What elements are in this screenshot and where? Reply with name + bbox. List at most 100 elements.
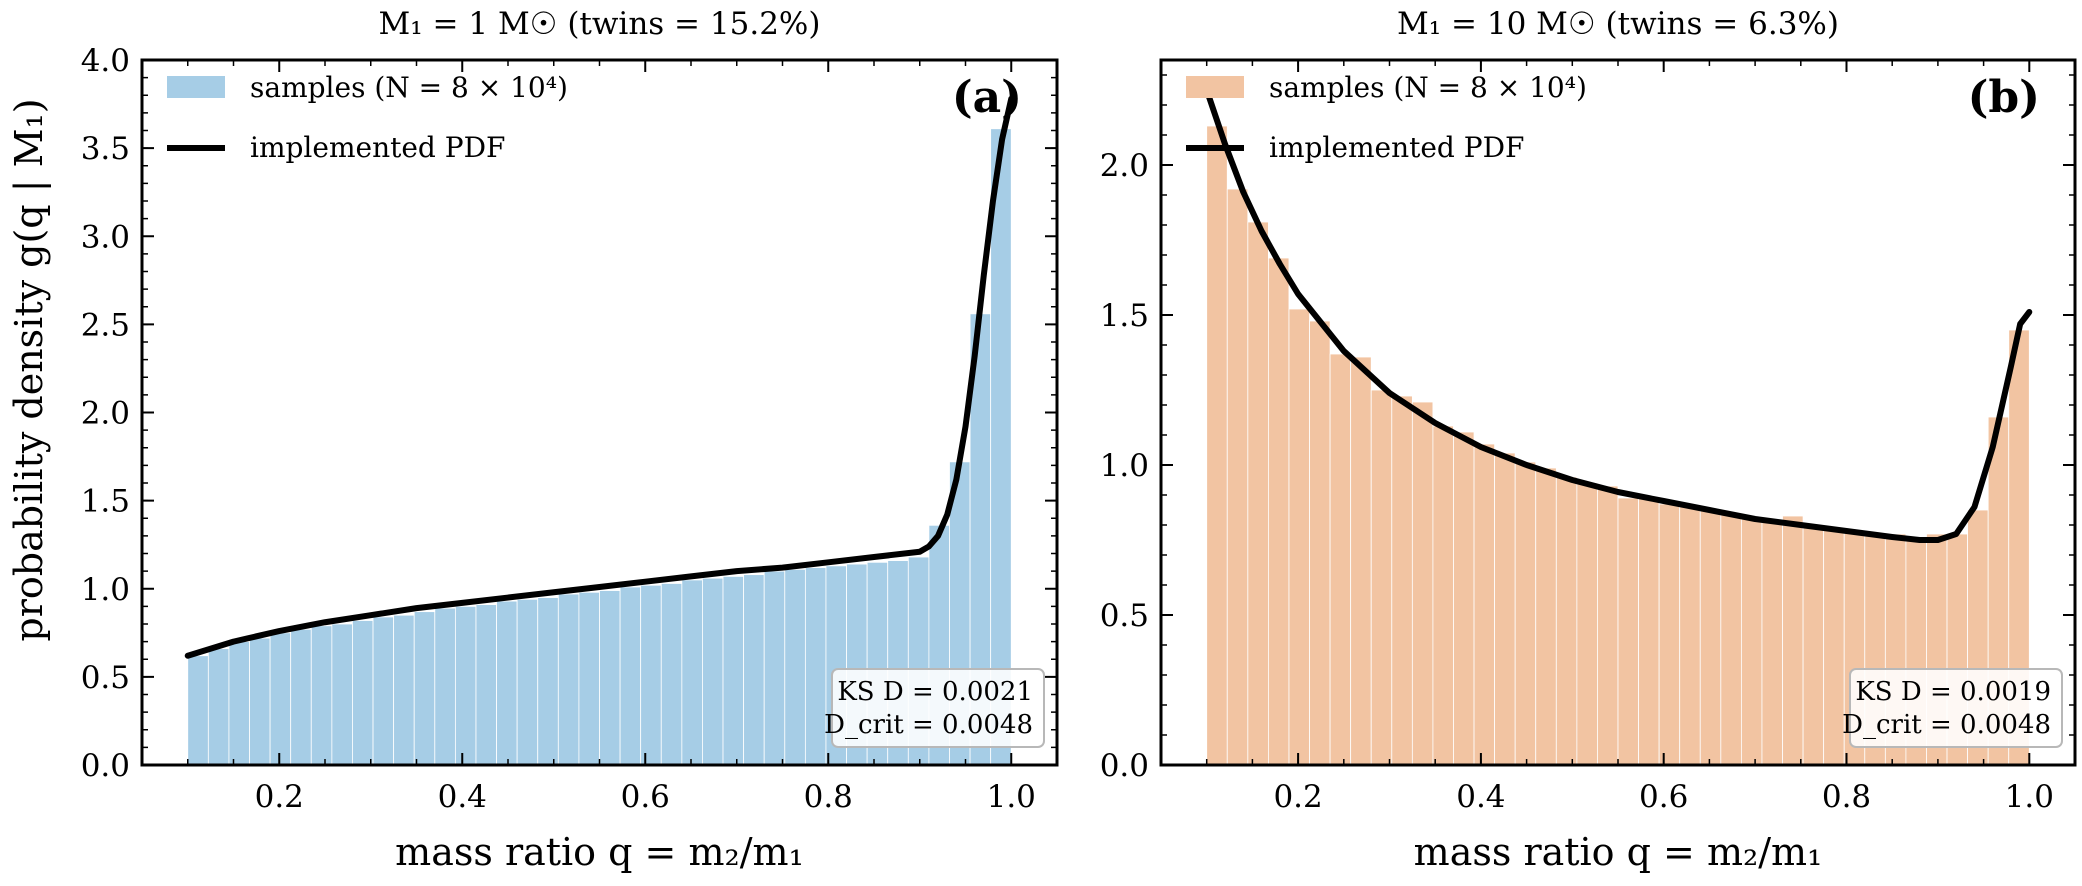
histogram-bar xyxy=(207,648,230,766)
x-tick-label: 0.4 xyxy=(438,779,487,815)
histogram-bar xyxy=(1658,503,1681,766)
histogram-bar xyxy=(1802,524,1825,766)
ks-statistic: KS D = 0.0019 xyxy=(1855,677,2051,707)
histogram-bar xyxy=(1226,188,1249,766)
y-tick-label: 0.0 xyxy=(1100,748,1149,784)
x-tick-label: 0.2 xyxy=(1273,779,1322,815)
histogram-bar xyxy=(804,567,827,766)
histogram-bar xyxy=(1597,485,1619,766)
y-axis-label: probability density g(q | M₁) xyxy=(7,98,51,641)
x-tick-label: 1.0 xyxy=(2005,779,2054,815)
legend-label-samples: samples (N = 8 × 10⁴) xyxy=(250,71,568,104)
histogram-bar xyxy=(1720,512,1742,766)
histogram-bar xyxy=(331,623,353,766)
y-tick-label: 1.5 xyxy=(81,484,130,520)
legend: samples (N = 8 × 10⁴) implemented PDF xyxy=(1186,71,1587,164)
y-tick-label: 4.0 xyxy=(81,43,130,79)
histogram-bar xyxy=(413,611,436,766)
histogram-bar xyxy=(496,600,518,766)
x-axis-label: mass ratio q = m₂/m₁ xyxy=(395,830,804,874)
histogram-bar xyxy=(599,590,621,766)
histogram-bar xyxy=(763,570,786,766)
x-tick-label: 0.2 xyxy=(255,779,304,815)
histogram-bar xyxy=(352,620,374,766)
histogram-bar xyxy=(1329,353,1352,766)
histogram-bar xyxy=(1782,515,1804,766)
histogram-bar xyxy=(702,577,724,766)
y-tick-label: 2.0 xyxy=(1100,148,1149,184)
histogram-bar xyxy=(475,604,497,766)
chart-title: M₁ = 10 M☉ (twins = 6.3%) xyxy=(1397,6,1839,42)
histogram-bar xyxy=(1350,356,1372,766)
histogram-bar xyxy=(434,607,456,766)
histogram-bar xyxy=(1453,431,1475,766)
histogram-bar xyxy=(290,628,312,766)
histogram-bar xyxy=(1473,443,1496,766)
x-axis-label: mass ratio q = m₂/m₁ xyxy=(1414,830,1823,874)
y-tick-label: 0.5 xyxy=(1100,598,1149,634)
y-tick-label: 0.5 xyxy=(81,660,130,696)
histogram-bar xyxy=(743,574,765,766)
histogram-bar xyxy=(681,579,703,766)
histogram-bar xyxy=(1267,257,1290,766)
histogram-bar xyxy=(1699,509,1722,766)
histogram-bar xyxy=(722,576,745,766)
y-tick-label: 3.0 xyxy=(81,219,130,255)
histogram-bar xyxy=(1555,476,1578,766)
histogram-bar xyxy=(310,625,333,766)
histogram-bar xyxy=(187,655,209,766)
ks-box-frame xyxy=(1849,668,2063,748)
ks-box-frame xyxy=(831,668,1045,748)
histogram-bar xyxy=(228,641,250,766)
histogram-bar xyxy=(1370,389,1393,766)
histogram-bar xyxy=(619,586,642,766)
histogram-bar xyxy=(784,568,806,766)
ks-critical-value: D_crit = 0.0048 xyxy=(824,710,1033,740)
histogram-bar xyxy=(557,593,580,766)
legend-swatch-samples xyxy=(1186,76,1244,98)
chart-panel-1: 0.2 0.4 0.6 0.8 1.0 0.0 0.5 1.0 1.5 2.0 2.5 3.0 3.5 4… xyxy=(81,6,1059,874)
y-tick-label: 1.0 xyxy=(81,572,130,608)
x-tick-label: 0.6 xyxy=(621,779,670,815)
histogram-bar xyxy=(269,632,292,766)
histogram-bar xyxy=(1576,482,1598,766)
histogram-bar xyxy=(1247,221,1269,766)
histogram-bar xyxy=(1432,425,1454,766)
y-tick-label: 2.5 xyxy=(81,307,130,343)
histogram-bar xyxy=(1617,497,1639,766)
histogram-bar xyxy=(393,614,415,766)
pdf-curve xyxy=(184,95,1015,659)
x-tick-label: 0.8 xyxy=(804,779,853,815)
x-tick-label: 0.8 xyxy=(1822,779,1871,815)
chart-title: M₁ = 1 M☉ (twins = 15.2%) xyxy=(379,6,821,42)
histogram-bar xyxy=(372,616,395,766)
histogram-bar xyxy=(1206,125,1228,766)
histogram-bar xyxy=(516,598,539,766)
histogram-bar xyxy=(454,605,477,766)
histogram-bar xyxy=(660,583,683,766)
y-tick-label: 0.0 xyxy=(81,748,130,784)
ks-statistic: KS D = 0.0021 xyxy=(837,677,1033,707)
histogram-bar xyxy=(1535,467,1557,766)
histogram-bar xyxy=(1288,308,1310,766)
histogram-bar xyxy=(1740,518,1763,766)
histogram-bar xyxy=(578,591,600,766)
legend-label-pdf: implemented PDF xyxy=(1269,131,1524,164)
y-tick-label: 2.0 xyxy=(81,396,130,432)
histogram-bar xyxy=(1494,452,1516,766)
histogram-bar xyxy=(1411,401,1434,766)
histogram-bar xyxy=(249,637,271,766)
histogram-bar xyxy=(1638,497,1660,766)
panel-tag: (a) xyxy=(952,72,1022,123)
histogram-bar xyxy=(640,584,662,766)
pdf-curve xyxy=(1203,87,2033,543)
histogram-bar xyxy=(1391,395,1413,766)
x-tick-label: 1.0 xyxy=(987,779,1036,815)
y-tick-label: 3.5 xyxy=(81,131,130,167)
histogram-bar xyxy=(537,597,559,766)
legend-swatch-samples xyxy=(167,76,225,98)
chart-panel-2: 0.2 0.4 0.6 0.8 1.0 0.0 0.5 1.0 1.5 2.0 M₁ = 10 M☉… xyxy=(1100,6,2077,874)
